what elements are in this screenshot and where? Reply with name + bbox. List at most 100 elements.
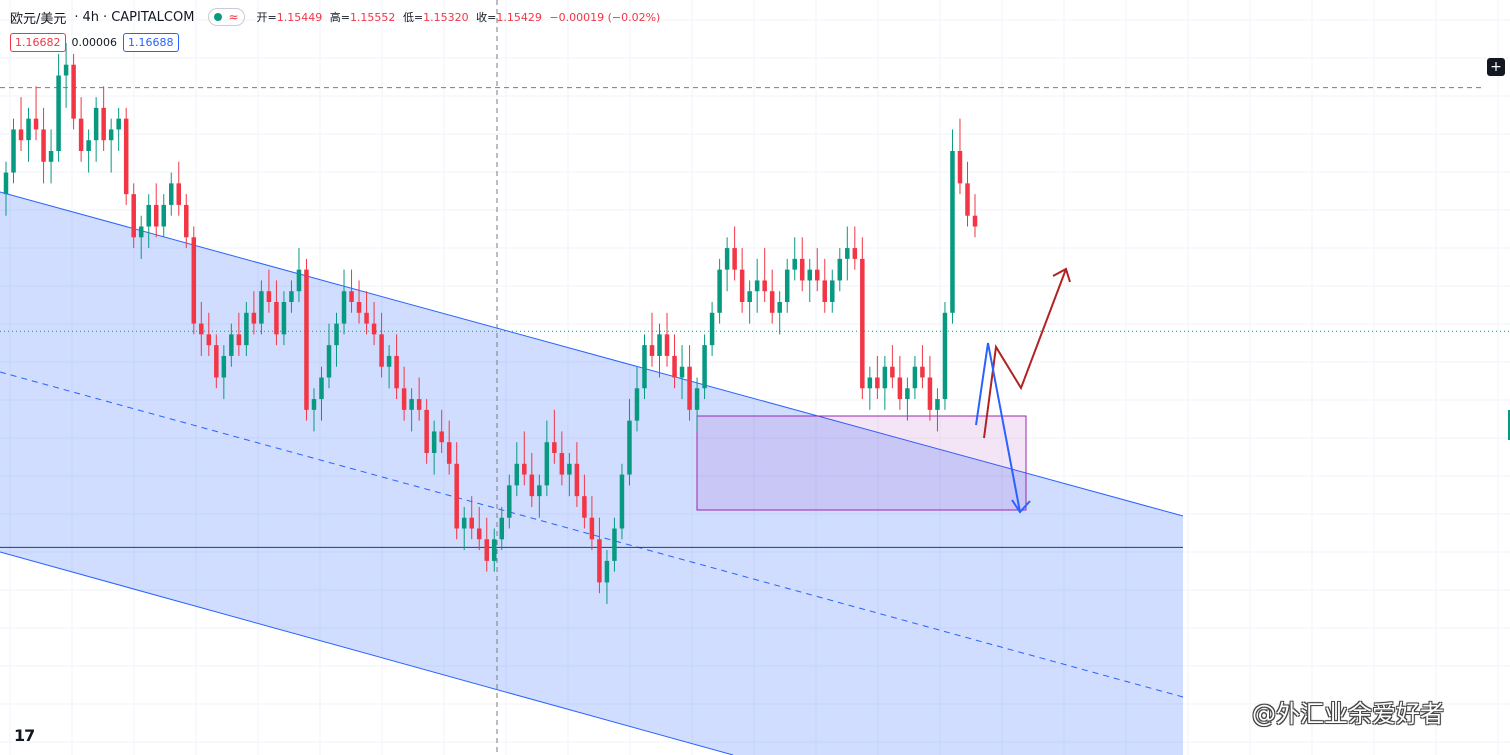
candle-body xyxy=(108,129,114,141)
candle-body xyxy=(169,183,174,205)
candle-body xyxy=(191,237,197,324)
candle-body xyxy=(446,442,452,464)
price-scale-edge-marker xyxy=(1508,410,1510,440)
candle-body xyxy=(694,388,700,410)
projection-down-path xyxy=(975,342,1021,513)
candle-body xyxy=(739,269,745,302)
projection-down-arrowhead xyxy=(1011,499,1031,514)
candle-body xyxy=(867,377,873,389)
candle-body xyxy=(657,334,662,356)
candle-body xyxy=(251,312,257,324)
exchange: CAPITALCOM xyxy=(111,9,195,25)
candle-body xyxy=(664,334,670,356)
candle-body xyxy=(244,312,249,346)
candle-body xyxy=(311,399,317,410)
buy-price-button[interactable]: 1.16688 xyxy=(123,33,179,52)
candle-body xyxy=(131,194,136,238)
projection-up-path xyxy=(983,268,1067,439)
candle-body xyxy=(48,151,54,162)
candle-body xyxy=(920,366,925,378)
candle-body xyxy=(123,118,129,195)
candle-body xyxy=(401,388,407,410)
candle-body xyxy=(386,355,392,367)
channel-lower-line xyxy=(0,551,734,755)
sell-price-button[interactable]: 1.16682 xyxy=(10,33,66,52)
tradingview-logo-icon[interactable]: 17 xyxy=(14,726,35,745)
change-value: −0.00019 (−0.02%) xyxy=(549,11,661,24)
candle-body xyxy=(71,64,76,119)
close-value: 1.15429 xyxy=(496,11,542,24)
candle-body xyxy=(3,172,9,195)
candle-body xyxy=(476,528,482,540)
symbol-name[interactable]: 欧元/美元 xyxy=(10,11,67,27)
candle-body xyxy=(905,388,910,400)
indicator-toggle[interactable]: ≈ xyxy=(208,8,245,26)
candle-body xyxy=(709,312,715,346)
candle-body xyxy=(897,377,903,400)
candle-body xyxy=(634,388,640,421)
candle-body xyxy=(784,269,790,302)
candle-body xyxy=(296,269,302,292)
candle-body xyxy=(33,118,39,130)
add-plus-icon[interactable]: + xyxy=(1487,58,1505,76)
interval[interactable]: 4h xyxy=(82,9,100,25)
candle-body xyxy=(792,258,797,270)
candle-body xyxy=(890,366,895,378)
candle-body xyxy=(281,302,287,335)
candle-body xyxy=(409,399,414,410)
quote-row: 1.16682 0.00006 1.16688 xyxy=(10,33,179,52)
status-dot-icon xyxy=(214,13,223,21)
channel-upper-line xyxy=(0,191,1184,517)
candle-body xyxy=(672,355,677,378)
candle-body xyxy=(567,463,572,475)
candle-body xyxy=(807,269,812,281)
candle-body xyxy=(18,129,24,141)
candle-body xyxy=(56,75,61,151)
candle-body xyxy=(259,291,264,324)
candle-body xyxy=(935,399,940,410)
candle-body xyxy=(394,355,399,389)
candle-body xyxy=(619,474,625,529)
candle-body xyxy=(78,118,84,151)
candle-body xyxy=(454,463,459,529)
candle-body xyxy=(754,280,760,292)
channel-fill xyxy=(0,192,1183,755)
candle-body xyxy=(522,463,527,475)
candle-body xyxy=(574,463,580,497)
candle-body xyxy=(582,496,587,518)
candle-body xyxy=(161,204,166,227)
candle-body xyxy=(822,280,828,302)
candle-body xyxy=(334,323,339,346)
candle-body xyxy=(199,323,204,335)
candle-body xyxy=(649,345,655,356)
candle-body xyxy=(514,463,520,486)
candle-body xyxy=(214,345,219,378)
candle-body xyxy=(942,312,948,400)
candle-body xyxy=(875,377,880,389)
candle-body xyxy=(860,258,865,389)
candle-body xyxy=(153,204,159,227)
candle-body xyxy=(529,474,535,497)
candle-body xyxy=(379,334,384,367)
candle-body xyxy=(830,280,835,302)
range-box xyxy=(696,415,1027,511)
candle-body xyxy=(927,377,933,410)
candle-body xyxy=(221,355,227,378)
projection-up-arrowhead xyxy=(1052,267,1071,283)
candle-body xyxy=(604,560,610,583)
candle-body xyxy=(93,107,99,141)
candle-body xyxy=(176,183,182,205)
candle-body xyxy=(762,280,767,292)
candle-body xyxy=(679,366,685,378)
candle-body xyxy=(484,539,489,561)
legend-separator: · xyxy=(103,9,108,25)
candle-body xyxy=(559,453,565,475)
candle-body xyxy=(492,539,497,561)
candle-body xyxy=(86,140,91,151)
candle-body xyxy=(965,183,970,216)
high-value: 1.15552 xyxy=(349,11,396,24)
candle-body xyxy=(882,366,888,389)
candle-body xyxy=(431,431,437,453)
candle-body xyxy=(957,151,963,184)
